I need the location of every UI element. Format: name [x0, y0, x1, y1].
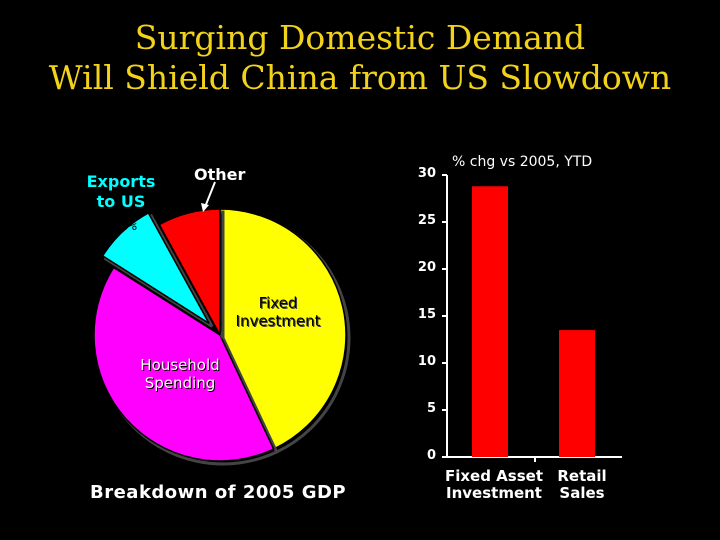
y-axis-tick-label: 15 [417, 307, 436, 322]
pie-data-label-exports: 8% [120, 218, 137, 234]
other-pointer-arrowhead [201, 203, 209, 212]
bar-chart-title: % chg vs 2005, YTD [452, 154, 593, 170]
bar-category-label-line: Investment [446, 484, 542, 502]
bar-category-label-line: Retail [557, 467, 607, 485]
y-axis-tick-label: 25 [417, 213, 436, 228]
bar-category-label-line: Fixed Asset [444, 467, 543, 485]
title-line-2: Will Shield China from US Slowdown [48, 58, 672, 97]
pie-label-other: Other [194, 165, 246, 184]
bar [472, 186, 508, 457]
pie-label-fixed-investment: Fixed Investment [235, 294, 321, 330]
other-pointer-line [204, 181, 216, 208]
pie-slice [101, 211, 210, 324]
y-axis-tick-label: 10 [417, 354, 436, 369]
y-axis-tick-label: 0 [426, 448, 436, 463]
slide-title: Surging Domestic Demand Will Shield Chin… [0, 18, 720, 98]
pie-label-exports: Exports to US [86, 172, 156, 211]
pie-slice [158, 208, 221, 336]
pie-chart-title: Breakdown of 2005 GDP [90, 482, 347, 503]
pie-chart [93, 208, 351, 466]
title-line-1: Surging Domestic Demand [134, 18, 586, 57]
bar-category-label-line: Sales [559, 484, 605, 502]
y-axis-tick-label: 20 [417, 260, 436, 275]
bar-category-label-fixed-asset: Fixed Asset Investment [440, 468, 548, 502]
y-axis-tick-label: 5 [426, 401, 436, 416]
pie-label-household: Household Spending [140, 356, 220, 392]
y-axis-tick-label: 30 [417, 166, 436, 181]
pie-slice [93, 266, 275, 462]
bar-chart [442, 174, 622, 462]
bar [559, 330, 595, 457]
bar-category-label-retail: Retail Sales [548, 468, 616, 502]
pie-slice [219, 208, 347, 451]
